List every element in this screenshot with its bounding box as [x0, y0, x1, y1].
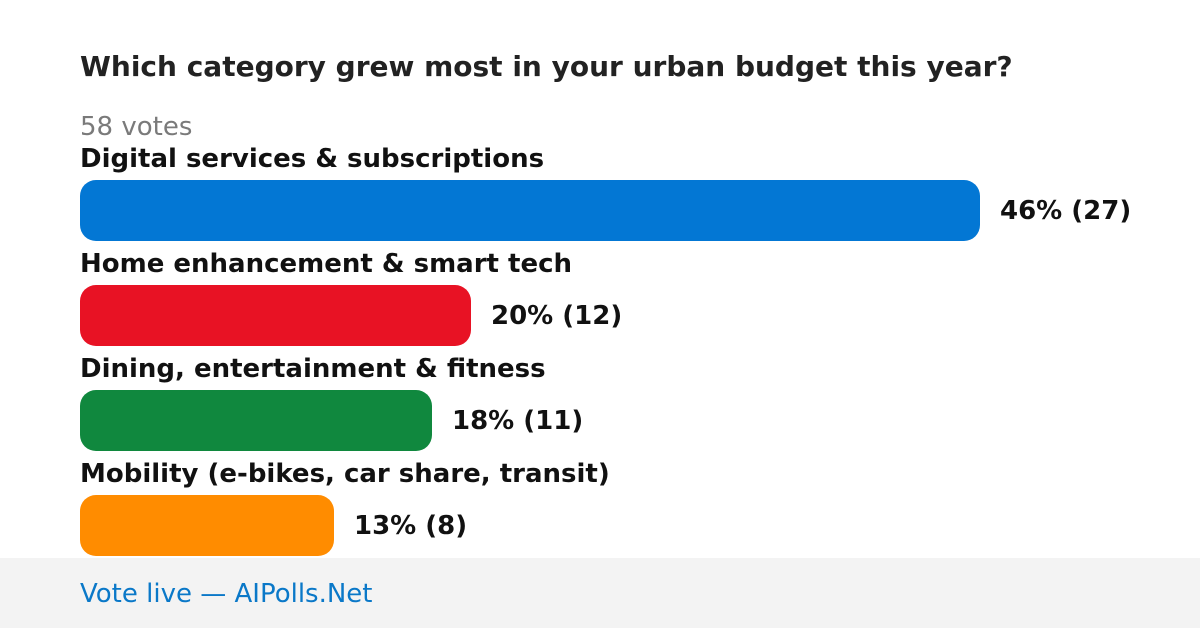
option-label: Mobility (e-bikes, car share, transit) [80, 459, 610, 489]
vote-count: 58 votes [80, 112, 193, 142]
option-label: Digital services & subscriptions [80, 144, 545, 174]
vote-live-link[interactable]: Vote live — AIPolls.Net [80, 579, 373, 609]
option-label: Home enhancement & smart tech [80, 249, 572, 279]
option-value-label: 20% (12) [491, 301, 623, 331]
option-bar [80, 180, 980, 241]
option-bar [80, 495, 334, 556]
option-bar [80, 285, 471, 346]
option-value-label: 46% (27) [1000, 196, 1132, 226]
footer-bar [0, 558, 1200, 628]
option-bar [80, 390, 432, 451]
option-value-label: 18% (11) [452, 406, 584, 436]
option-label: Dining, entertainment & fitness [80, 354, 546, 384]
poll-question: Which category grew most in your urban b… [80, 50, 1013, 83]
option-value-label: 13% (8) [354, 511, 468, 541]
